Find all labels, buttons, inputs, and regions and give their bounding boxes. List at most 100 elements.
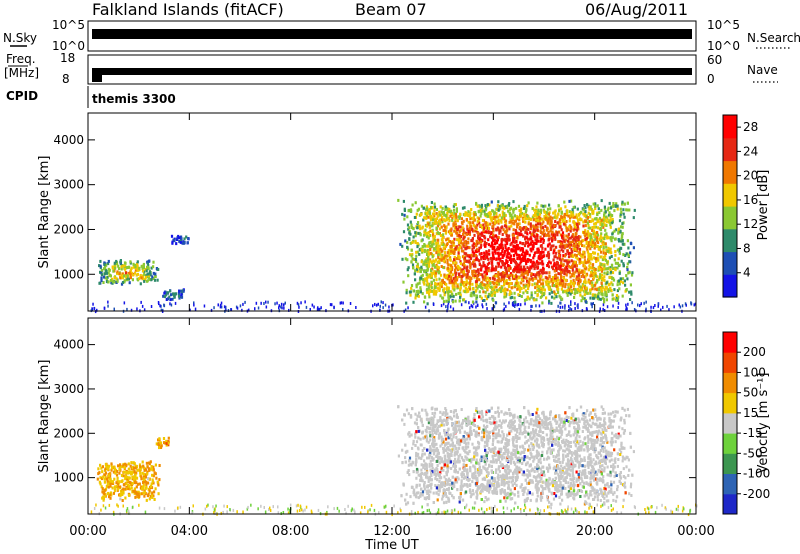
echo-cell <box>559 245 562 249</box>
noise-cell <box>596 503 598 507</box>
noise-cell <box>592 510 595 514</box>
echo-cell <box>589 274 592 278</box>
echo-cell <box>583 286 586 290</box>
noise-cell <box>222 510 224 514</box>
echo-cell <box>440 225 443 229</box>
echo-cell <box>458 229 461 233</box>
echo-cell <box>536 279 540 283</box>
noise-cell <box>432 303 435 306</box>
echo-cell <box>559 225 562 229</box>
echo-cell <box>147 267 150 271</box>
echo-cell <box>591 226 594 229</box>
echo-cell <box>428 264 431 268</box>
echo-cell <box>447 286 450 290</box>
noise-cell <box>407 306 409 310</box>
echo-cell <box>432 218 435 222</box>
echo-cell <box>512 210 515 214</box>
echo-cell <box>468 230 471 234</box>
echo-cell <box>157 492 160 496</box>
echo-cell <box>504 287 507 291</box>
echo-cell <box>497 288 501 292</box>
echo-cell <box>534 291 537 295</box>
echo-cell <box>438 213 441 217</box>
echo-cell <box>409 290 412 294</box>
echo-cell <box>455 271 458 275</box>
echo-cell <box>159 441 163 445</box>
echo-cell <box>476 274 479 278</box>
noise-cell <box>482 510 484 514</box>
echo-cell <box>590 241 593 245</box>
echo-cell <box>604 210 607 214</box>
echo-cell <box>425 214 429 218</box>
echo-cell <box>423 248 426 252</box>
echo-cell <box>450 233 453 237</box>
noise-cell <box>283 306 285 310</box>
echo-cell <box>518 270 521 274</box>
noise-cell <box>382 306 384 310</box>
noise-cell <box>548 301 550 305</box>
echo-cell <box>576 236 579 239</box>
echo-cell <box>524 289 527 293</box>
echo-cell <box>583 255 586 259</box>
echo-cell <box>445 215 448 219</box>
echo-cell <box>427 244 430 248</box>
echo-cell <box>501 206 504 210</box>
noise-cell <box>465 505 467 509</box>
echo-cell <box>588 207 591 211</box>
echo-cell <box>130 461 133 465</box>
echo-cell <box>420 260 423 264</box>
echo-cell <box>574 264 578 268</box>
noise-cell <box>107 300 109 304</box>
noise-cell <box>247 505 249 509</box>
echo-cell <box>104 467 107 471</box>
echo-cell <box>568 245 571 249</box>
echo-cell <box>507 238 510 242</box>
echo-cell <box>425 273 428 277</box>
echo-cell <box>579 235 582 239</box>
echo-cell <box>555 266 558 270</box>
echo-cell <box>543 210 546 214</box>
echo-cell <box>502 213 505 217</box>
echo-cell <box>563 259 566 263</box>
echo-cell <box>100 279 103 282</box>
echo-cell <box>542 208 545 212</box>
noise-cell <box>610 508 613 512</box>
echo-cell <box>453 271 457 275</box>
echo-cell <box>598 237 601 241</box>
echo-cell <box>101 487 104 491</box>
echo-cell <box>488 203 491 207</box>
echo-cell <box>592 276 596 280</box>
echo-cell <box>471 282 474 286</box>
echo-cell <box>553 255 556 259</box>
noise-cell <box>417 510 419 514</box>
echo-cell <box>144 475 147 479</box>
noise-cell <box>485 302 488 306</box>
echo-cell <box>403 209 406 212</box>
noise-cell <box>670 509 672 513</box>
echo-cell <box>479 273 482 276</box>
echo-cell <box>587 255 590 259</box>
echo-cell <box>567 232 570 236</box>
echo-cell <box>421 278 424 281</box>
echo-cell <box>566 293 569 297</box>
echo-cell <box>482 261 485 265</box>
echo-cell <box>495 212 498 215</box>
echo-cell <box>576 275 579 279</box>
echo-cell <box>610 263 614 267</box>
echo-cell <box>536 285 539 289</box>
echo-cell <box>481 219 485 222</box>
echo-cell <box>548 216 551 220</box>
echo-cell <box>529 242 532 246</box>
noise-cell <box>591 305 593 309</box>
echo-cell <box>570 259 573 263</box>
echo-cell <box>457 238 460 242</box>
echo-cell <box>575 246 578 250</box>
echo-cell <box>588 266 592 270</box>
echo-cell <box>609 223 612 227</box>
echo-cell <box>428 259 431 263</box>
echo-cell <box>621 202 624 206</box>
echo-cell <box>536 236 539 240</box>
echo-cell <box>173 294 176 298</box>
echo-cell <box>128 281 131 285</box>
echo-cell <box>124 264 127 268</box>
